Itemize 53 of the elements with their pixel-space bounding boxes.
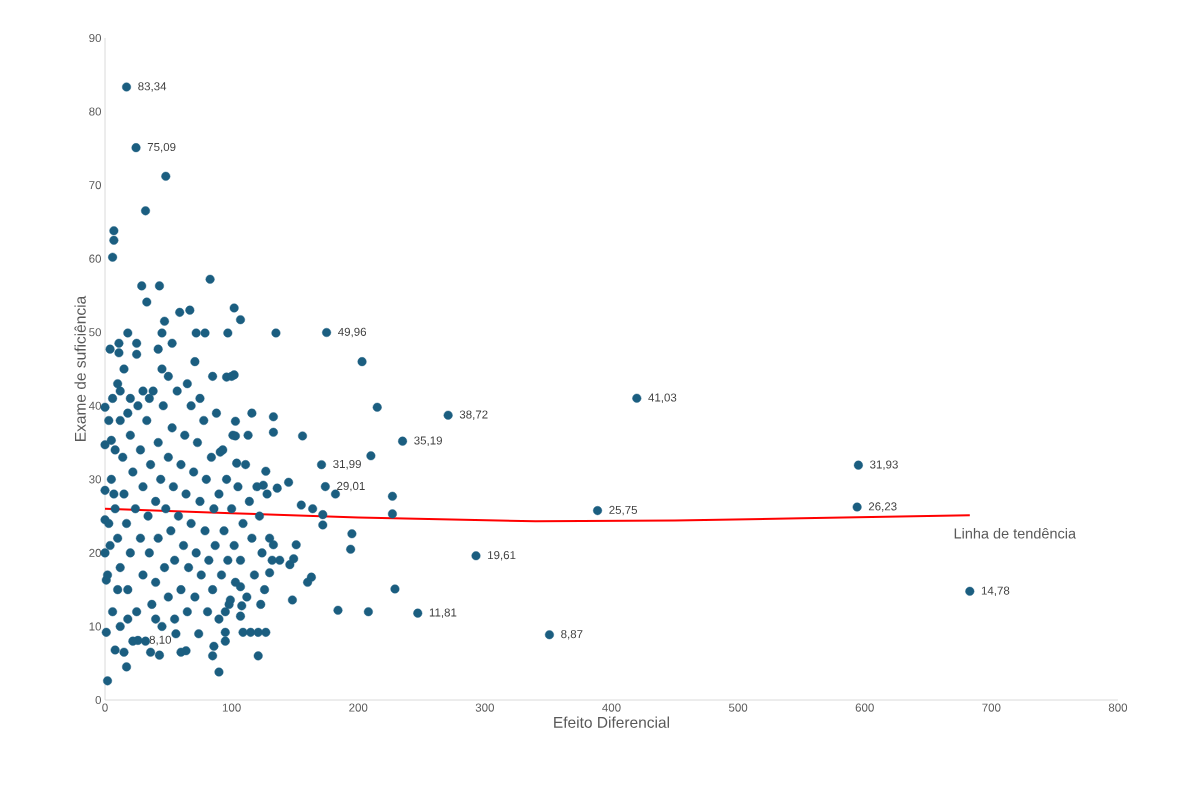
x-tick-label: 800	[1108, 703, 1128, 712]
x-tick-label: 500	[728, 703, 748, 712]
point	[632, 393, 642, 403]
data-label: 19,61	[488, 551, 516, 561]
data-label: 83,34	[138, 82, 167, 92]
data-label: 25,75	[609, 505, 638, 516]
data-label: 8,10	[149, 635, 172, 646]
point	[317, 460, 327, 470]
data-label: 75,09	[147, 142, 176, 153]
point	[413, 608, 423, 618]
data-label: 31,99	[333, 459, 361, 470]
x-tick-label: 0	[102, 703, 108, 712]
y-tick-label: 10	[89, 622, 102, 631]
data-label: 38,72	[459, 410, 488, 420]
data-label: 11,81	[429, 608, 457, 618]
y-tick-label: 50	[89, 328, 102, 337]
point	[471, 551, 481, 561]
x-tick-label: 600	[855, 703, 874, 712]
y-tick-label: 30	[89, 475, 102, 484]
data-label: 14,78	[981, 586, 1010, 597]
x-tick-label: 700	[982, 703, 1001, 712]
data-label: 35,19	[414, 436, 442, 446]
data-label: 29,01	[337, 481, 365, 492]
y-tick-label: 70	[89, 181, 102, 190]
point	[544, 630, 554, 640]
x-tick-label: 400	[602, 703, 621, 712]
annotation: Linha de tendência	[954, 527, 1077, 539]
y-tick-label: 40	[88, 401, 102, 410]
y-tick-label: 0	[95, 695, 102, 705]
point	[853, 460, 863, 470]
point	[131, 143, 141, 153]
point	[122, 82, 132, 92]
data-label: 49,96	[338, 327, 367, 338]
point	[443, 410, 453, 420]
y-tick-label: 80	[89, 107, 102, 116]
x-axis-title: Efeito Diferencial	[554, 716, 669, 728]
data-label: 41,03	[648, 393, 677, 403]
data-label: 8,87	[561, 630, 583, 640]
point	[322, 328, 332, 338]
data-label: 26,23	[868, 502, 897, 512]
y-tick-label: 20	[89, 548, 102, 557]
point	[320, 482, 330, 492]
x-tick-label: 300	[475, 703, 494, 712]
point	[398, 436, 408, 446]
y-axis-title: Exame de suficiência	[74, 295, 86, 441]
point	[852, 502, 862, 512]
x-tick-label: 100	[222, 703, 241, 712]
data-label: 31,93	[870, 460, 898, 470]
y-tick-label: 90	[89, 33, 102, 43]
x-tick-label: 200	[349, 703, 368, 712]
y-tick-label: 60	[89, 254, 102, 263]
point	[965, 586, 975, 596]
point	[593, 506, 603, 516]
